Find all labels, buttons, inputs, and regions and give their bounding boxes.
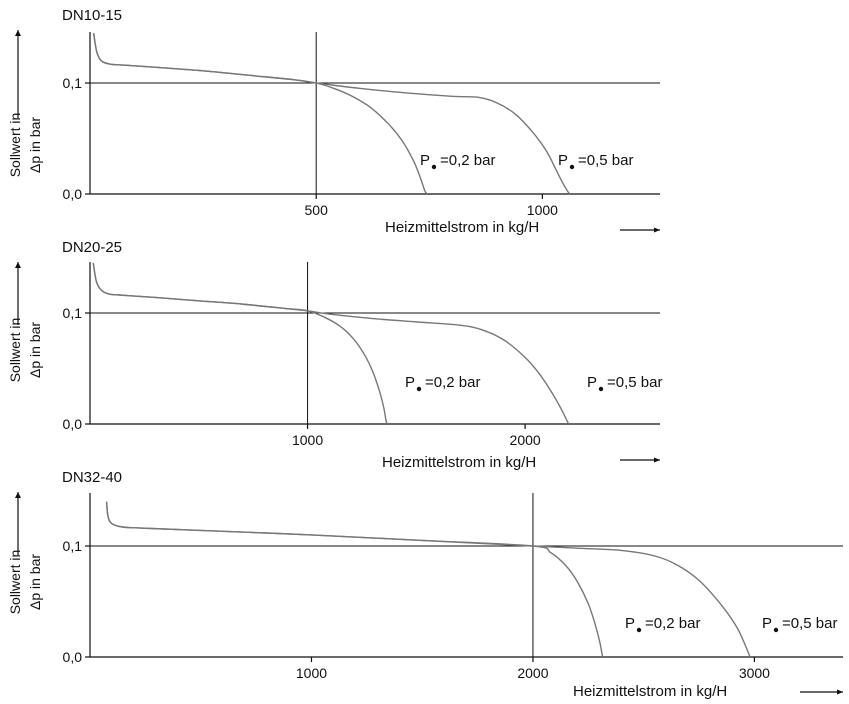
y-tick-label: 0,1 xyxy=(63,75,83,91)
series-label-value: =0,5 bar xyxy=(782,615,837,632)
subscript-dot xyxy=(598,386,604,392)
y-axis-label-line2: Δp in bar xyxy=(27,322,43,378)
series-label-value: =0,2 bar xyxy=(645,615,700,632)
x-axis-arrowhead xyxy=(654,227,660,233)
x-axis-label: Heizmittelstrom in kg/H xyxy=(382,454,536,471)
y-axis-label-line1: Sollwert in xyxy=(7,318,23,383)
subscript-dot xyxy=(636,627,642,633)
y-axis-label-line1: Sollwert in xyxy=(7,113,23,178)
y-axis-arrowhead xyxy=(15,30,21,36)
series-line-p-0-2-bar xyxy=(105,501,604,658)
series-label: P =0,2 bar xyxy=(405,374,480,392)
series-label-value: =0,5 bar xyxy=(578,152,633,169)
x-tick-label: 2000 xyxy=(510,432,541,448)
y-axis-label-line1: Sollwert in xyxy=(7,550,23,615)
series-label: P =0,5 bar xyxy=(558,152,633,170)
series-label-prefix: P xyxy=(420,152,430,169)
series-label-prefix: P xyxy=(405,374,415,391)
y-axis-label-line2: Δp in bar xyxy=(27,554,43,610)
x-axis-arrowhead xyxy=(654,457,660,463)
series-line-p-0-5-bar xyxy=(92,32,571,195)
series-line-p-0-2-bar xyxy=(92,32,428,195)
subscript-dot xyxy=(773,627,779,633)
series-label: P =0,5 bar xyxy=(587,374,662,392)
series-label-prefix: P xyxy=(558,152,568,169)
x-tick-label: 1000 xyxy=(527,202,558,218)
x-tick-label: 2000 xyxy=(517,665,548,681)
chart-panel-2: DN20-25 0,0 0,1 1000 2000 Sollwert in Δp in ba… xyxy=(7,239,662,471)
chart-title: DN10-15 xyxy=(62,7,122,24)
series-label-value: =0,2 bar xyxy=(440,152,495,169)
chart-panel-3: DN32-40 0,0 0,1 1000 2000 3000 Sollwert in Δp i… xyxy=(7,469,843,700)
series-line-p-0-5-bar xyxy=(92,262,570,425)
x-tick-label: 1000 xyxy=(296,665,327,681)
x-tick-label: 500 xyxy=(305,202,329,218)
series-line-p-0-5-bar xyxy=(105,501,751,658)
subscript-dot xyxy=(431,164,437,170)
series-label-prefix: P xyxy=(587,374,597,391)
series-label: P =0,2 bar xyxy=(420,152,495,170)
y-tick-label: 0,1 xyxy=(63,538,83,554)
chart-title: DN20-25 xyxy=(62,239,122,256)
x-axis-label: Heizmittelstrom in kg/H xyxy=(573,683,727,700)
chart-title: DN32-40 xyxy=(62,469,122,486)
subscript-dot xyxy=(569,164,575,170)
series-line-p-0-2-bar xyxy=(92,262,388,425)
x-axis-arrowhead xyxy=(837,689,843,695)
x-tick-label: 1000 xyxy=(292,432,323,448)
x-axis-label: Heizmittelstrom in kg/H xyxy=(385,219,539,236)
y-axis-arrowhead xyxy=(15,492,21,498)
y-tick-label: 0,0 xyxy=(63,649,83,665)
series-label-prefix: P xyxy=(625,615,635,632)
y-axis-label-line2: Δp in bar xyxy=(27,117,43,173)
series-label-prefix: P xyxy=(762,615,772,632)
y-tick-label: 0,0 xyxy=(63,416,83,432)
series-label-value: =0,5 bar xyxy=(607,374,662,391)
y-tick-label: 0,0 xyxy=(63,186,83,202)
series-label-value: =0,2 bar xyxy=(425,374,480,391)
y-axis-arrowhead xyxy=(15,262,21,268)
y-tick-label: 0,1 xyxy=(63,305,83,321)
subscript-dot xyxy=(416,386,422,392)
series-label: P =0,5 bar xyxy=(762,615,837,633)
chart-panel-1: DN10-15 0,0 0,1 500 1000 Sollwert in Δp in bar… xyxy=(7,7,660,236)
x-tick-label: 3000 xyxy=(739,665,770,681)
series-label: P =0,2 bar xyxy=(625,615,700,633)
